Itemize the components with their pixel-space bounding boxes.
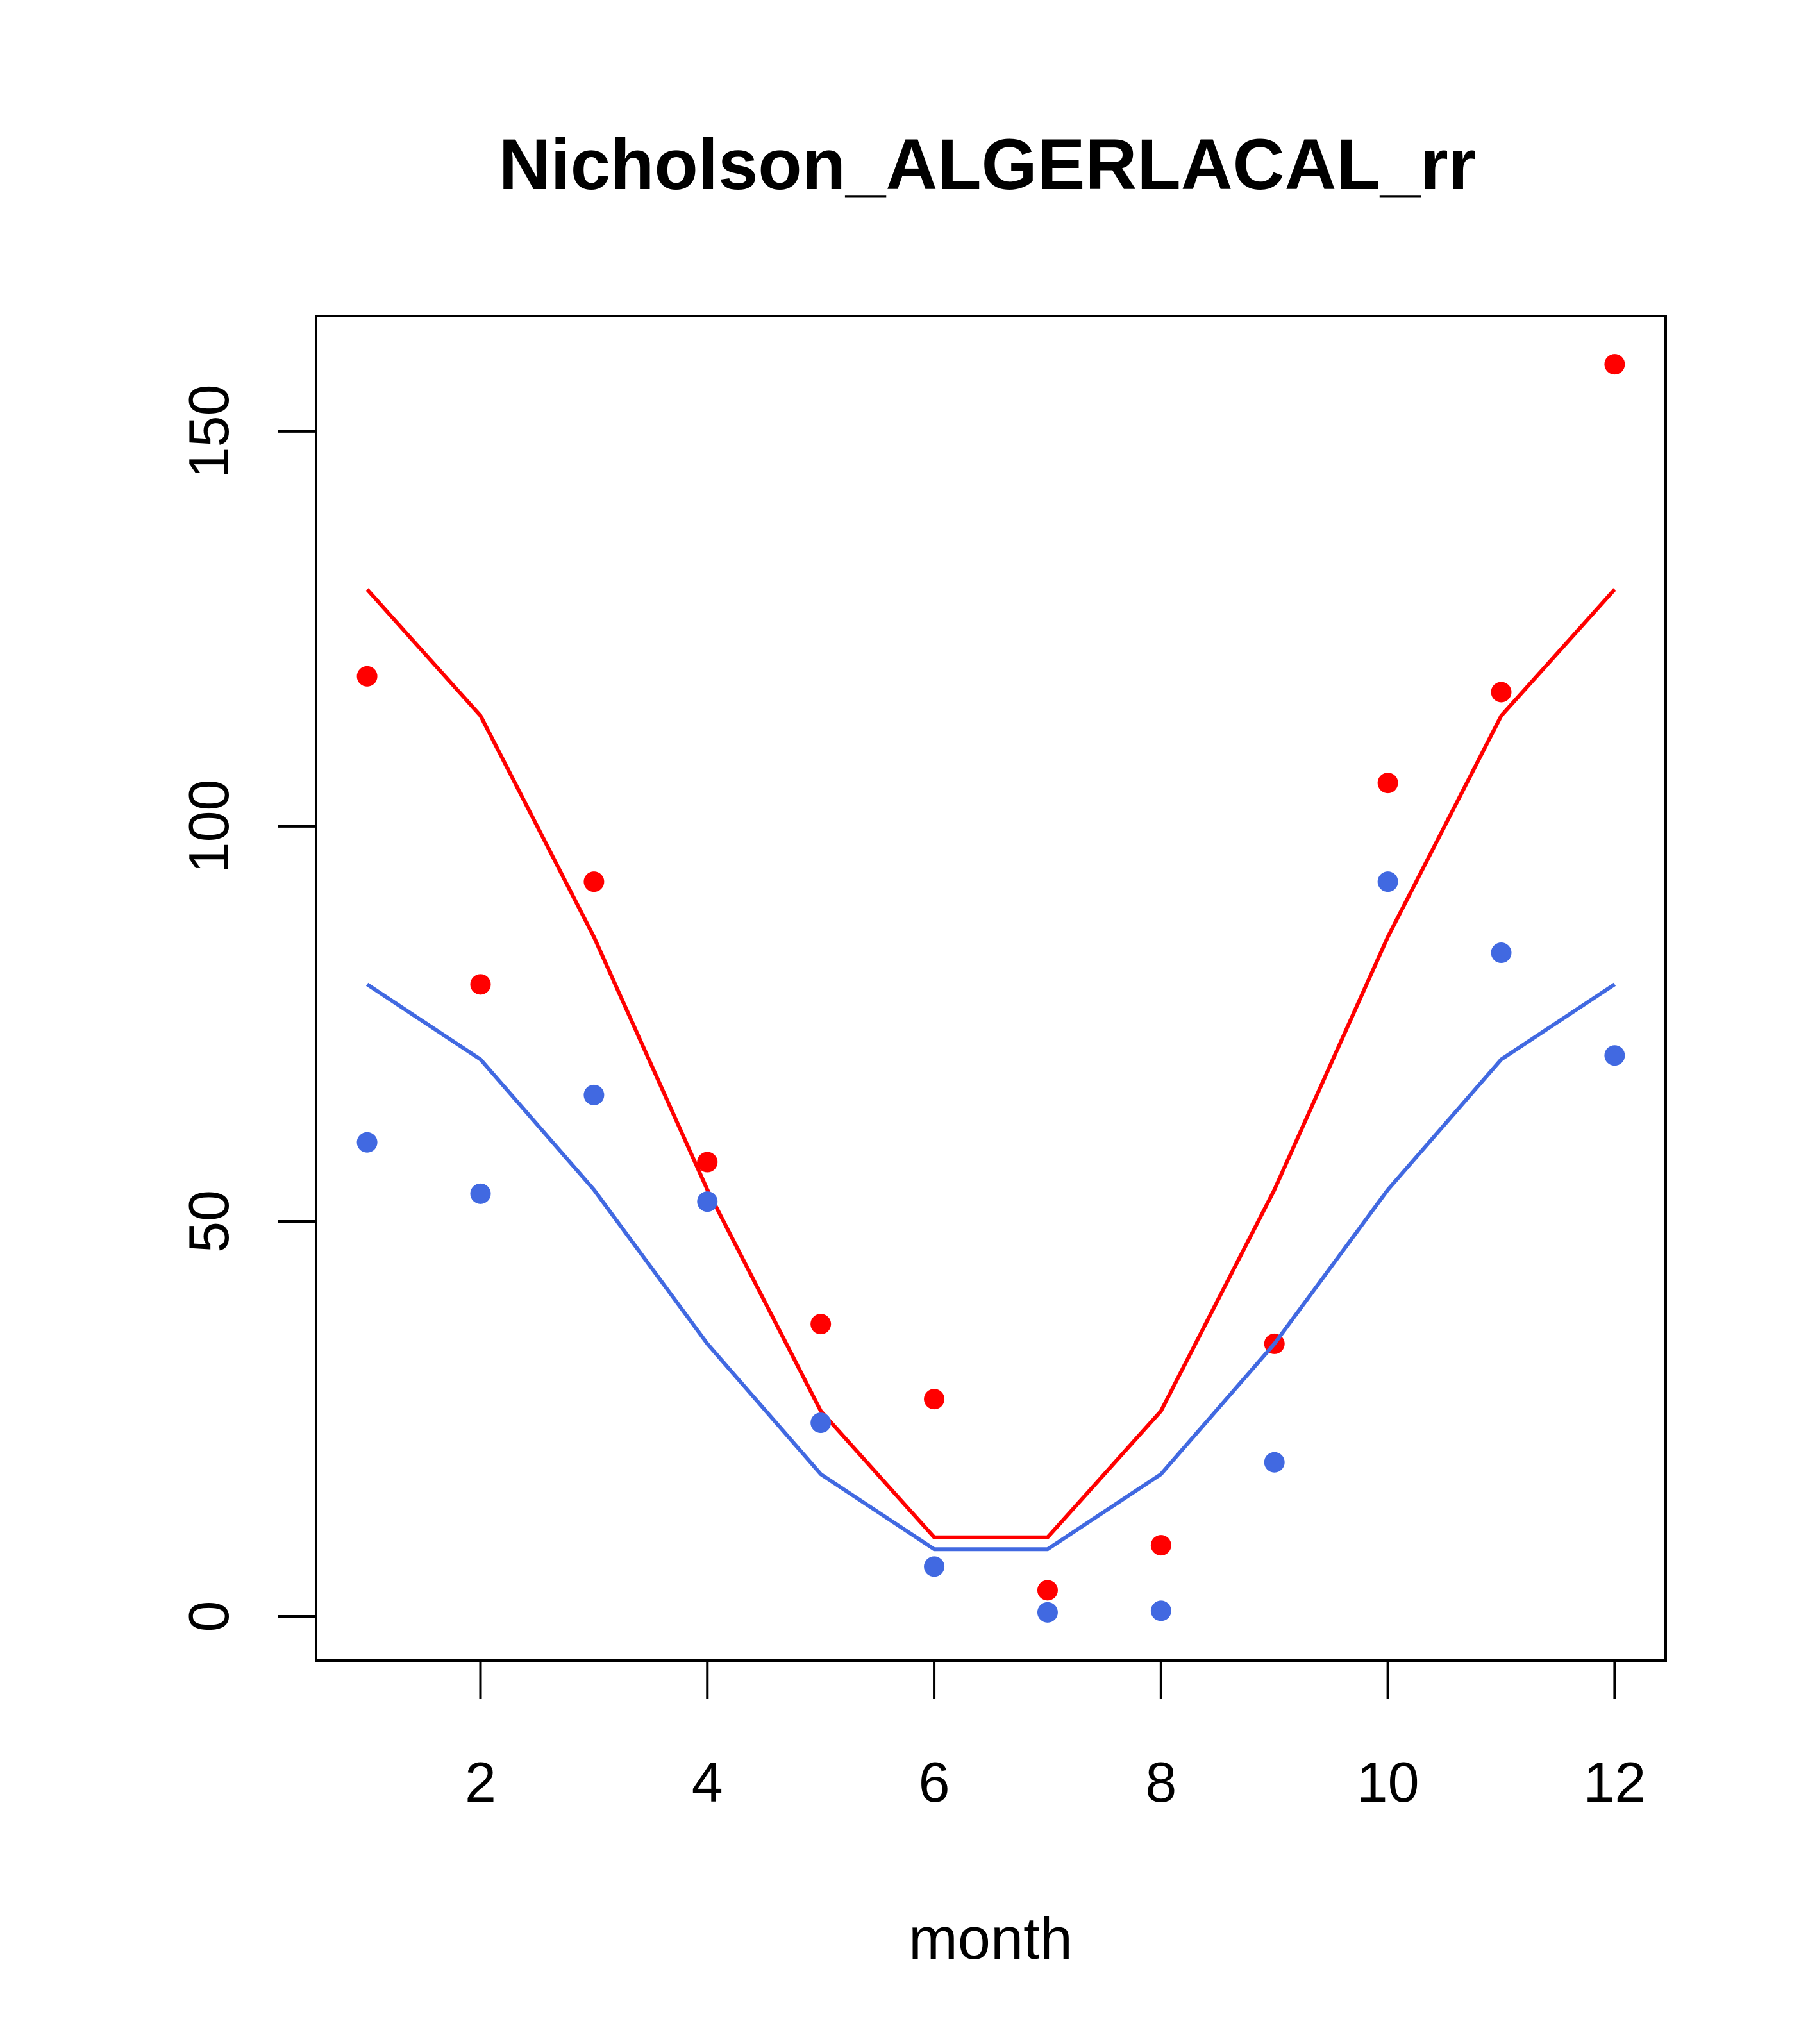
data-point [1491, 942, 1512, 964]
axes: 2 4 6 8 10 12 0 50 100 150 [177, 384, 1646, 1814]
y-tick-label: 50 [177, 1190, 240, 1253]
series-1 [356, 354, 1625, 1601]
x-tick-label: 2 [465, 1750, 496, 1814]
data-point [924, 1389, 945, 1410]
data-point [697, 1191, 718, 1212]
data-point [1037, 1580, 1058, 1601]
x-tick-label: 12 [1583, 1750, 1646, 1814]
series-layer [356, 354, 1625, 1623]
data-point [1264, 1452, 1285, 1473]
data-point [583, 1084, 605, 1105]
data-point [356, 1132, 378, 1153]
data-point [1150, 1600, 1171, 1621]
data-point [810, 1412, 832, 1434]
data-point [583, 871, 605, 892]
data-point [470, 974, 491, 995]
y-tick-label: 100 [177, 780, 240, 874]
x-axis-label: month [908, 1906, 1073, 1972]
series-line [365, 982, 1616, 1552]
x-tick-label: 10 [1357, 1750, 1419, 1814]
data-point [1491, 682, 1512, 703]
data-point [1377, 871, 1398, 892]
data-point [1150, 1535, 1171, 1556]
data-point [1377, 773, 1398, 794]
data-point [924, 1556, 945, 1577]
x-tick-label: 8 [1145, 1750, 1176, 1814]
data-point [356, 666, 378, 687]
series-2 [356, 871, 1625, 1623]
chart-title: Nicholson_ALGERLACAL_rr [499, 124, 1477, 205]
plot-frame [315, 315, 1667, 1662]
data-point [1604, 1045, 1625, 1066]
y-tick-label: 150 [177, 384, 240, 478]
series-line [365, 588, 1616, 1539]
x-tick-label: 4 [692, 1750, 723, 1814]
data-point [1604, 354, 1625, 375]
y-tick-label: 0 [177, 1601, 240, 1632]
data-point [1037, 1602, 1058, 1623]
data-point [697, 1152, 718, 1173]
x-tick-label: 6 [919, 1750, 950, 1814]
data-point [470, 1183, 491, 1204]
data-point [810, 1314, 832, 1335]
